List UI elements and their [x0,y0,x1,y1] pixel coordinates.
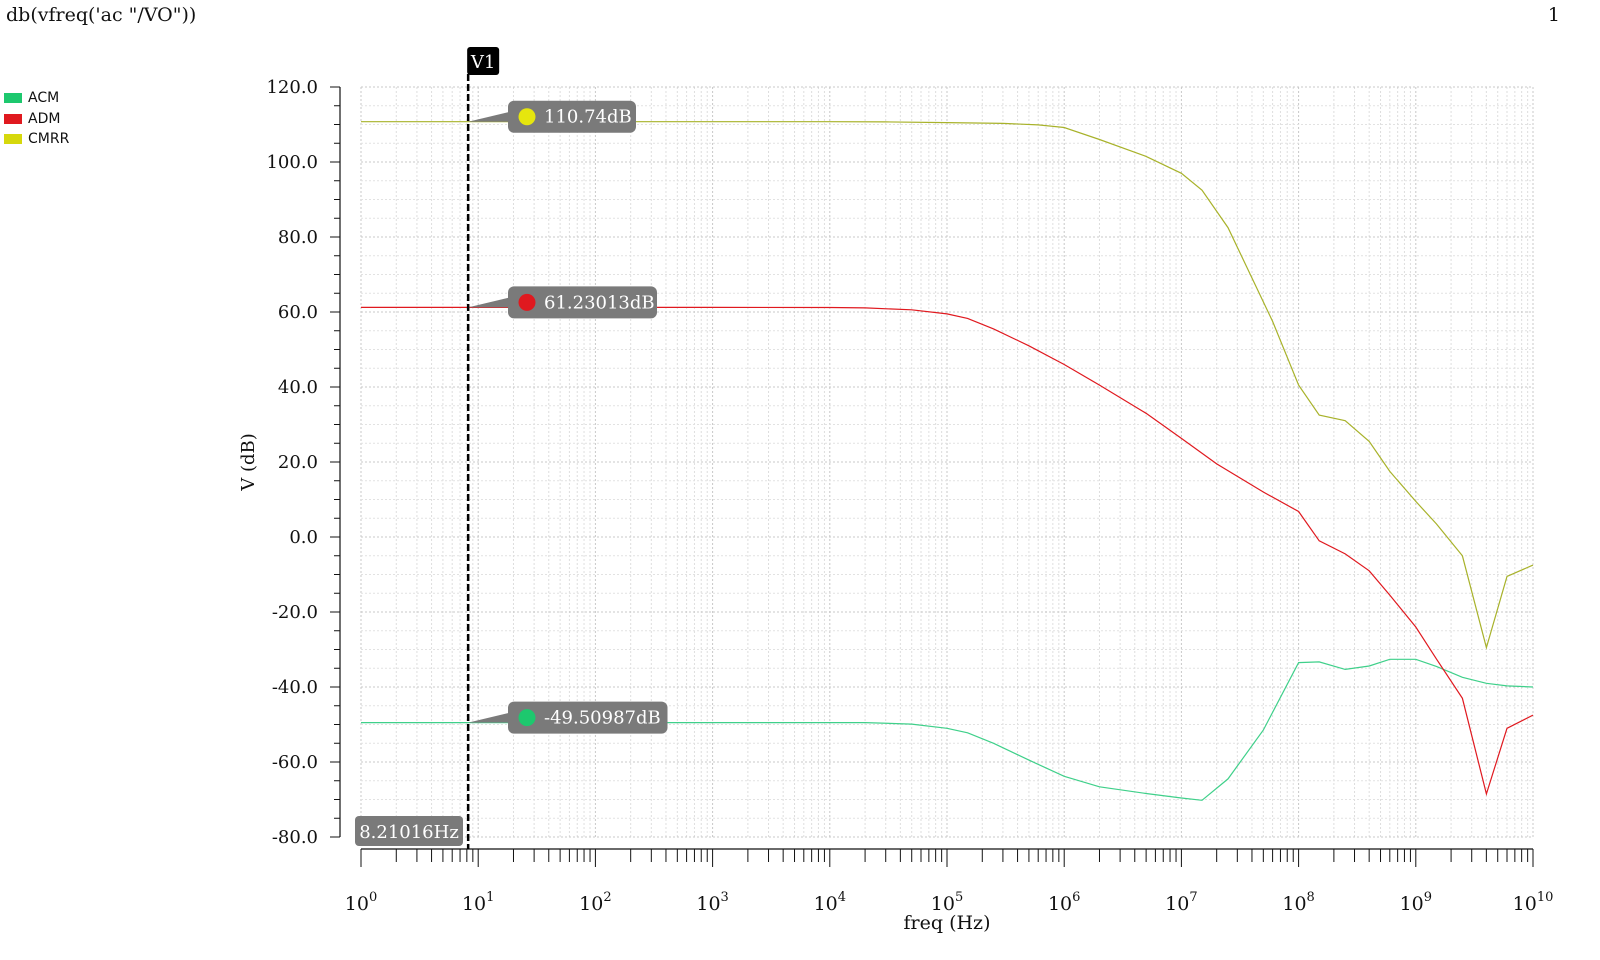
y-tick-label: -20.0 [272,602,318,623]
cursor-v1[interactable]: V1 8.21016Hz 110.74dB 61.23013dB -49.50987dB [355,47,668,849]
x-tick-label: 103 [696,890,728,915]
page-title: db(vfreq('ac "/VO")) [6,4,197,26]
page-number: 1 [1547,4,1560,26]
marker-box [508,701,668,734]
y-tick-label: 100.0 [266,152,318,173]
cursor-marker-adm[interactable]: 61.23013dB [468,286,657,319]
legend-item-acm[interactable]: ACM [4,88,69,109]
x-tick-label: 106 [1048,890,1080,915]
cursor-x-readout-label: 8.21016Hz [359,822,459,843]
y-tick-label: -80.0 [272,827,318,848]
y-tick-label: -40.0 [272,677,318,698]
marker-dot [518,709,536,727]
cursor-tag[interactable] [467,47,500,75]
marker-dot [518,293,536,311]
marker-box [508,100,636,133]
y-tick-label: 40.0 [278,377,318,398]
cursor-marker-acm[interactable]: -49.50987dB [468,701,668,734]
y-tick-label: 0.0 [289,527,318,548]
marker-value-label: 110.74dB [544,107,632,128]
y-axis-label: V (dB) [238,433,259,492]
y-tick-label: 80.0 [278,227,318,248]
legend-item-adm[interactable]: ADM [4,109,69,130]
x-tick-label: 102 [579,890,611,915]
marker-pointer [468,111,510,122]
cursor-x-readout [355,816,463,846]
x-axis-label: freq (Hz) [904,912,991,934]
legend: ACM ADM CMRR [4,88,69,150]
x-tick-label: 1010 [1513,890,1554,915]
grid [360,86,1534,838]
x-tick-label: 107 [1165,890,1197,915]
y-tick-label: 120.0 [266,77,318,98]
x-tick-label: 109 [1400,890,1432,915]
marker-value-label: -49.50987dB [544,708,661,729]
marker-value-label: 61.23013dB [544,292,655,313]
legend-swatch-cmrr [4,134,22,145]
series-line-cmrr [361,121,1534,650]
marker-pointer [468,297,510,308]
legend-label-adm: ADM [28,110,61,127]
series-line-acm [361,658,1534,801]
marker-box [508,286,657,319]
x-tick-label: 108 [1282,890,1314,915]
y-tick-label: 20.0 [278,452,318,473]
x-tick-label: 105 [931,890,963,915]
axes: 120.0 100.0 80.0 60.0 40.0 20.0 0.0 -20.0 -40.0 -… [266,77,1553,915]
series-lines [361,121,1534,801]
y-tick-label: 60.0 [278,302,318,323]
legend-label-cmrr: CMRR [28,131,70,148]
series-line-adm [361,306,1534,797]
legend-swatch-adm [4,113,22,124]
legend-label-acm: ACM [28,90,60,107]
x-tick-label: 101 [462,890,494,915]
x-tick-label: 104 [814,890,846,915]
marker-dot [518,108,536,126]
y-tick-label: -60.0 [272,752,318,773]
legend-swatch-acm [4,93,22,104]
cursor-tag-label: V1 [470,52,495,73]
legend-item-cmrr[interactable]: CMRR [4,129,69,150]
marker-pointer [468,712,510,723]
x-tick-label: 100 [345,890,377,915]
cursor-marker-cmrr[interactable]: 110.74dB [468,100,636,133]
